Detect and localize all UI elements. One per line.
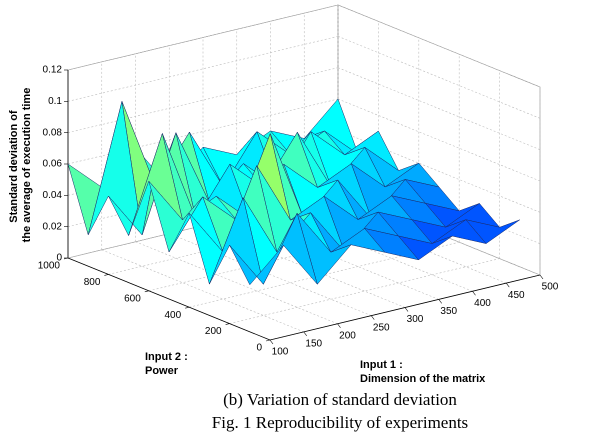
tick-mark [144, 290, 149, 293]
tick-mark [269, 339, 274, 345]
grid-line [135, 241, 338, 325]
caption: (b) Variation of standard deviation [223, 390, 457, 409]
tick-mark [438, 299, 442, 304]
grid-line [337, 36, 541, 119]
z-tick-label: 0.12 [43, 65, 63, 76]
tick-mark [371, 315, 375, 320]
tick-mark [265, 339, 271, 342]
caption: Fig. 1 Reproducibility of experiments [212, 413, 468, 432]
x-tick-label: 350 [440, 306, 457, 317]
z-tick-label: 0.08 [43, 127, 63, 138]
x-tick-label: 400 [474, 298, 491, 309]
y-tick-label: 1000 [38, 261, 61, 272]
x-axis [269, 274, 541, 341]
tick-mark [404, 307, 409, 312]
z-tick-label: 0.06 [43, 159, 63, 170]
x-tick-label: 450 [508, 290, 525, 301]
tick-mark [337, 323, 341, 328]
y-tick-label: 400 [165, 310, 182, 321]
y-label: Input 2 : [145, 351, 188, 363]
x-label: Input 1 : [360, 359, 403, 371]
x-tick-label: 500 [542, 282, 559, 293]
x-tick-label: 250 [373, 322, 390, 333]
tick-mark [185, 306, 190, 309]
tick-mark [539, 274, 544, 280]
y-axis [67, 257, 271, 341]
tick-mark [472, 291, 476, 296]
y-tick-label: 600 [124, 293, 141, 304]
x-label: Dimension of the matrix [360, 373, 486, 385]
z-tick-label: 0.1 [48, 96, 62, 107]
surface-cell [229, 245, 284, 286]
tick-mark [104, 274, 109, 276]
y-label: Power [145, 365, 179, 377]
z-tick-label: 0.04 [43, 190, 63, 201]
z-tick-label: 0.02 [43, 221, 63, 232]
tick-mark [506, 282, 510, 288]
x-tick-label: 100 [272, 347, 289, 358]
grid-line [337, 4, 541, 88]
z-label: Standard deviation of the average of exe… [8, 88, 33, 243]
tick-mark [303, 331, 307, 337]
y-tick-label: 0 [256, 343, 262, 354]
y-tick-label: 800 [84, 277, 101, 288]
grid-line [337, 67, 541, 150]
x-tick-label: 300 [407, 314, 424, 325]
z-label-line: Standard deviation of [8, 110, 20, 223]
tick-mark [225, 323, 230, 325]
z-tick-label: 0 [56, 253, 62, 264]
y-tick-label: 200 [205, 326, 222, 337]
x-tick-label: 150 [305, 339, 322, 350]
grid-line [101, 249, 304, 333]
grid-line [337, 98, 541, 182]
x-tick-label: 200 [339, 330, 356, 341]
z-label-line: the average of execution time [21, 88, 33, 243]
